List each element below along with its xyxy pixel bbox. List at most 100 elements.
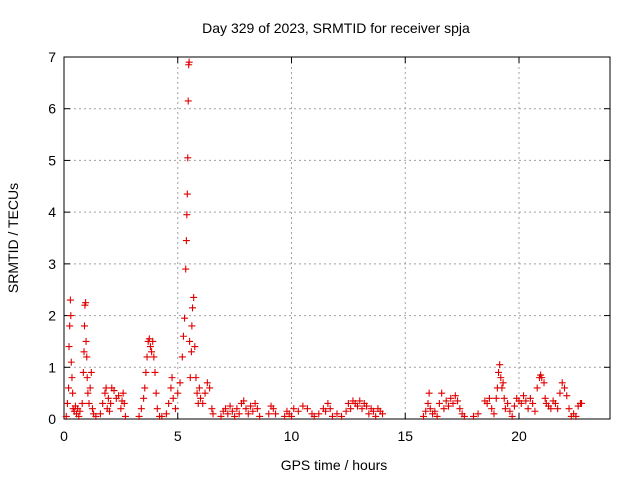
data-point xyxy=(235,410,243,418)
data-point xyxy=(290,405,298,413)
data-point xyxy=(117,405,125,413)
data-point xyxy=(551,399,559,407)
data-point xyxy=(197,394,204,402)
data-point xyxy=(358,405,366,413)
data-point xyxy=(426,405,434,413)
data-point xyxy=(483,399,491,407)
data-point xyxy=(572,412,580,420)
data-point xyxy=(185,58,193,66)
data-point xyxy=(201,389,209,397)
data-point xyxy=(344,399,352,407)
data-point xyxy=(92,412,100,420)
data-point xyxy=(88,405,96,413)
data-point xyxy=(141,384,149,392)
data-point xyxy=(208,405,216,413)
data-point xyxy=(324,399,332,407)
data-point xyxy=(66,296,74,304)
x-tick-label: 15 xyxy=(397,428,413,444)
data-point xyxy=(68,374,76,382)
data-point xyxy=(554,405,562,413)
y-tick-label: 0 xyxy=(48,411,56,427)
data-point xyxy=(187,348,195,356)
data-point xyxy=(62,412,70,420)
data-point xyxy=(65,384,73,392)
data-point xyxy=(184,97,192,105)
data-point xyxy=(186,337,194,345)
data-point xyxy=(561,384,568,392)
data-point xyxy=(69,389,77,397)
data-point xyxy=(174,389,182,397)
data-point xyxy=(431,407,439,415)
data-point xyxy=(425,389,433,397)
data-point xyxy=(148,348,156,356)
data-point xyxy=(162,410,170,418)
data-point xyxy=(206,384,214,392)
data-point xyxy=(66,322,74,330)
data-point xyxy=(67,312,75,320)
data-point xyxy=(183,211,191,219)
data-point xyxy=(75,412,83,420)
data-point xyxy=(179,332,187,340)
data-point xyxy=(231,412,239,420)
ticks-layer: 0 1 2 3 4 5 6 7 0 5 10 15 20 xyxy=(48,49,610,444)
data-point xyxy=(303,405,311,413)
data-point xyxy=(217,412,225,420)
data-point xyxy=(490,410,498,418)
data-point xyxy=(499,379,507,387)
data-point xyxy=(442,397,450,405)
y-tick-label: 4 xyxy=(48,204,56,220)
data-point xyxy=(495,368,503,376)
data-point xyxy=(83,353,91,361)
data-point xyxy=(508,412,516,420)
data-point xyxy=(142,368,150,376)
data-point xyxy=(440,405,448,413)
data-point xyxy=(135,412,143,420)
data-point xyxy=(251,399,259,407)
data-point xyxy=(363,402,371,410)
data-point xyxy=(454,397,462,405)
data-point xyxy=(541,394,549,402)
data-point xyxy=(184,154,192,162)
data-point xyxy=(149,337,157,345)
data-point xyxy=(121,412,129,420)
data-point xyxy=(504,399,512,407)
data-point xyxy=(137,405,145,413)
data-point xyxy=(244,410,252,418)
data-point xyxy=(233,405,241,413)
data-point xyxy=(328,412,336,420)
data-point xyxy=(497,374,505,382)
data-point xyxy=(203,379,211,387)
data-point xyxy=(496,361,504,369)
data-point xyxy=(447,394,455,402)
data-point xyxy=(79,368,87,376)
data-point xyxy=(492,394,500,402)
data-point xyxy=(256,412,264,420)
data-point xyxy=(183,190,191,198)
y-tick-label: 7 xyxy=(48,49,56,65)
data-point xyxy=(190,293,198,301)
data-point xyxy=(470,412,477,420)
data-point xyxy=(182,265,190,273)
data-point xyxy=(269,405,277,413)
data-point xyxy=(104,394,112,402)
data-point xyxy=(310,412,318,420)
data-point xyxy=(338,412,346,420)
data-point xyxy=(85,399,93,407)
data-point xyxy=(424,399,432,407)
data-point xyxy=(86,384,94,392)
data-point xyxy=(379,410,386,418)
data-point xyxy=(82,299,90,307)
data-point xyxy=(449,399,457,407)
data-point xyxy=(167,384,175,392)
data-point xyxy=(526,394,534,402)
data-point xyxy=(178,353,186,361)
data-point xyxy=(563,392,571,400)
data-point xyxy=(347,405,355,413)
y-tick-label: 3 xyxy=(48,256,56,272)
data-point xyxy=(369,407,377,415)
data-point xyxy=(281,412,289,420)
data-point xyxy=(510,402,518,410)
data-point xyxy=(485,394,493,402)
data-point xyxy=(222,405,230,413)
